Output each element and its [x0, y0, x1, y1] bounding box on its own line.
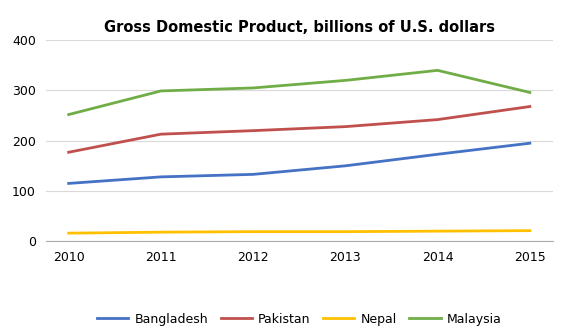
Malaysia — [250, 86, 256, 90]
Line: Nepal: Nepal — [68, 230, 530, 233]
Bangladesh — [434, 152, 441, 156]
Malaysia — [342, 78, 349, 82]
Bangladesh — [65, 181, 72, 185]
Bangladesh — [342, 164, 349, 168]
Malaysia — [527, 90, 534, 94]
Pakistan — [157, 132, 164, 136]
Nepal — [527, 228, 534, 232]
Line: Bangladesh: Bangladesh — [68, 143, 530, 183]
Nepal — [434, 229, 441, 233]
Line: Pakistan: Pakistan — [68, 107, 530, 152]
Pakistan — [434, 118, 441, 122]
Pakistan — [65, 150, 72, 154]
Pakistan — [250, 129, 256, 133]
Bangladesh — [527, 141, 534, 145]
Line: Malaysia: Malaysia — [68, 70, 530, 115]
Pakistan — [342, 125, 349, 129]
Legend: Bangladesh, Pakistan, Nepal, Malaysia: Bangladesh, Pakistan, Nepal, Malaysia — [92, 308, 507, 331]
Malaysia — [157, 89, 164, 93]
Nepal — [65, 231, 72, 235]
Nepal — [250, 230, 256, 234]
Nepal — [342, 230, 349, 234]
Malaysia — [434, 68, 441, 72]
Bangladesh — [157, 175, 164, 179]
Title: Gross Domestic Product, billions of U.S. dollars: Gross Domestic Product, billions of U.S.… — [104, 20, 495, 35]
Nepal — [157, 230, 164, 234]
Pakistan — [527, 105, 534, 109]
Bangladesh — [250, 172, 256, 176]
Malaysia — [65, 113, 72, 117]
